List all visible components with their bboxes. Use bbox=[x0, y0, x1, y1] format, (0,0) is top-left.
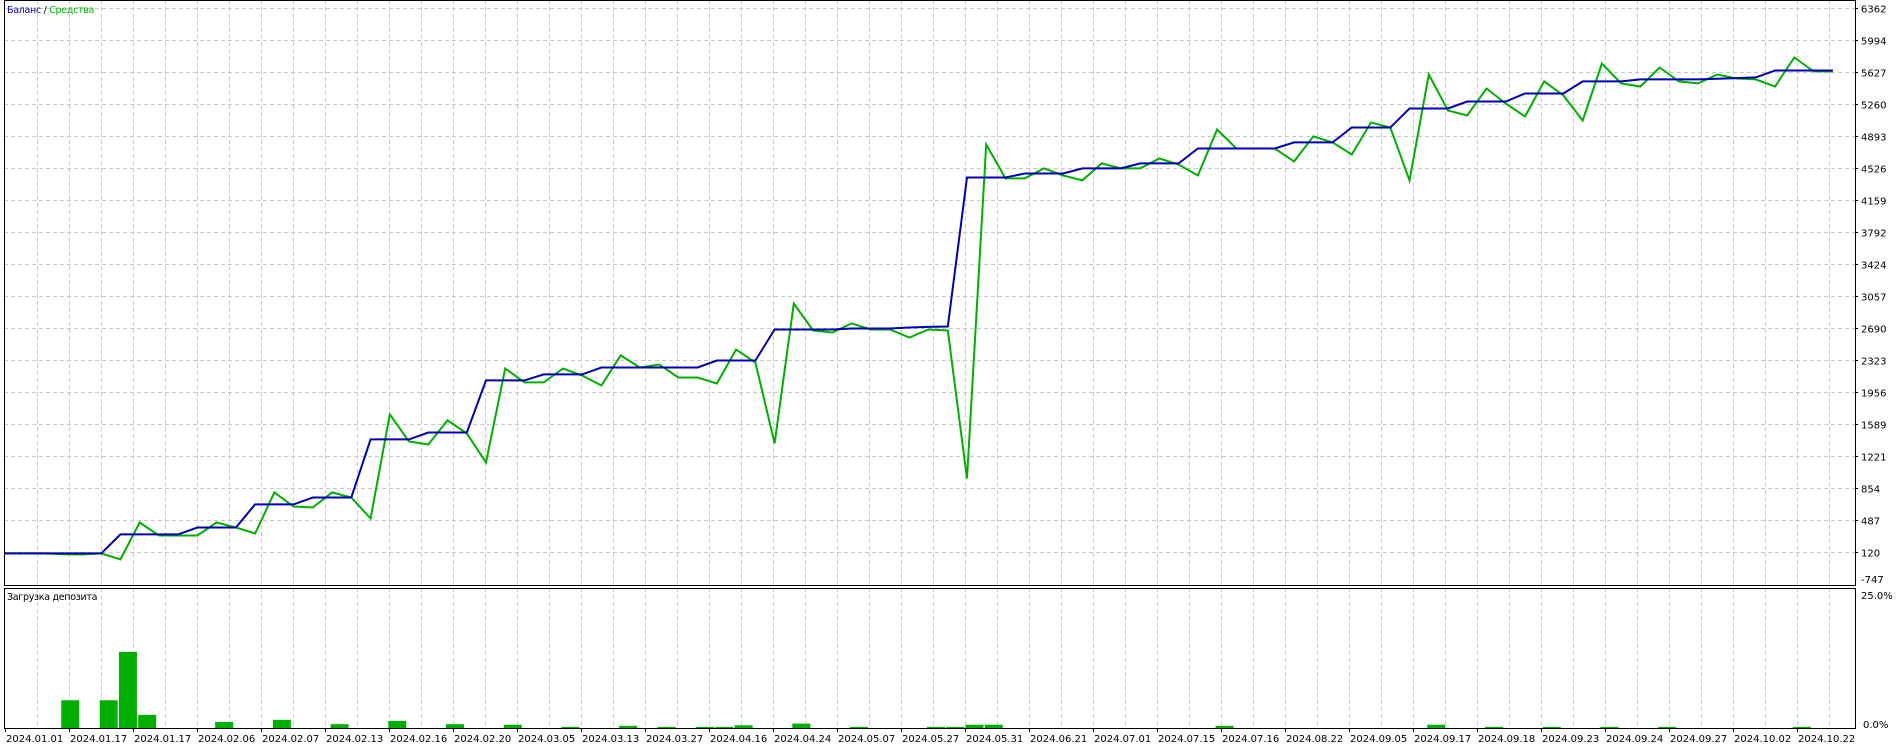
y-tick-label: 3792 bbox=[1861, 229, 1886, 240]
x-tick-label: 2024.02.07 bbox=[262, 734, 319, 745]
legend-equity: Средства bbox=[49, 5, 95, 16]
deposit-load-bar bbox=[1484, 726, 1503, 728]
deposit-load-bar bbox=[61, 700, 80, 728]
deposit-load-bar bbox=[984, 724, 1003, 728]
x-tick-label: 2024.09.24 bbox=[1606, 734, 1663, 745]
y-tick-label: 487 bbox=[1861, 517, 1880, 528]
deposit-load-bar bbox=[792, 723, 811, 728]
x-tick-label: 2024.09.27 bbox=[1670, 734, 1727, 745]
x-tick-label: 2024.02.16 bbox=[390, 734, 447, 745]
deposit-load-bar bbox=[619, 725, 638, 728]
x-tick-label: 2024.09.18 bbox=[1478, 734, 1535, 745]
y-tick-label: 1956 bbox=[1861, 389, 1886, 400]
deposit-load-panel-border bbox=[4, 588, 1856, 729]
y-tick-label: 2690 bbox=[1861, 325, 1886, 336]
deposit-load-bar bbox=[715, 726, 734, 728]
x-tick-label: 2024.01.01 bbox=[6, 734, 63, 745]
deposit-load-bar bbox=[1792, 726, 1811, 728]
deposit-load-bar bbox=[657, 726, 676, 728]
x-tick-label: 2024.02.20 bbox=[454, 734, 511, 745]
deposit-load-bar bbox=[446, 724, 465, 728]
deposit-load-bar bbox=[927, 726, 946, 728]
x-tick-label: 2024.07.01 bbox=[1094, 734, 1151, 745]
y-tick-label: 6362 bbox=[1861, 5, 1886, 16]
y-tick-label: 4526 bbox=[1861, 165, 1886, 176]
deposit-load-bar bbox=[850, 726, 869, 728]
deposit-load-bar bbox=[215, 722, 234, 728]
y-tick-label: 2323 bbox=[1861, 357, 1886, 368]
deposit-load-bar bbox=[1542, 726, 1561, 728]
x-tick-label: 2024.01.17 bbox=[70, 734, 127, 745]
x-tick-label: 2024.08.22 bbox=[1286, 734, 1343, 745]
x-tick-label: 2024.10.22 bbox=[1798, 734, 1855, 745]
x-tick-label: 2024.03.05 bbox=[518, 734, 575, 745]
deposit-load-bar bbox=[272, 719, 291, 728]
y-tick-label: 5994 bbox=[1861, 37, 1886, 48]
main-panel-border bbox=[4, 0, 1856, 586]
deposit-load-bar bbox=[503, 724, 522, 728]
deposit-load-bar bbox=[138, 714, 157, 728]
y-tick-label: 120 bbox=[1861, 549, 1880, 560]
deposit-load-bar bbox=[1658, 726, 1677, 728]
y-tick-label: 1221 bbox=[1861, 453, 1886, 464]
y-min-label: -747 bbox=[1861, 575, 1884, 586]
deposit-load-bar bbox=[1215, 725, 1234, 728]
load-tick-label: 25.0% bbox=[1861, 591, 1893, 602]
x-tick-label: 2024.09.17 bbox=[1414, 734, 1471, 745]
x-tick-label: 2024.09.05 bbox=[1350, 734, 1407, 745]
x-tick-label: 2024.04.24 bbox=[774, 734, 831, 745]
x-tick-label: 2024.05.27 bbox=[902, 734, 959, 745]
y-tick-label: 5260 bbox=[1861, 101, 1886, 112]
y-tick-label: 4893 bbox=[1861, 133, 1886, 144]
x-tick-label: 2024.01.17 bbox=[134, 734, 191, 745]
deposit-load-bar bbox=[561, 726, 580, 728]
deposit-load-bar bbox=[388, 720, 407, 728]
y-tick-label: 3424 bbox=[1861, 261, 1886, 272]
deposit-load-bar bbox=[330, 724, 349, 728]
x-tick-label: 2024.02.13 bbox=[326, 734, 383, 745]
deposit-load-bar bbox=[946, 726, 965, 728]
y-tick-label: 4159 bbox=[1861, 197, 1886, 208]
x-tick-label: 2024.05.31 bbox=[966, 734, 1023, 745]
deposit-load-bar bbox=[965, 724, 984, 728]
y-tick-label: 5627 bbox=[1861, 69, 1886, 80]
x-tick-label: 2024.03.13 bbox=[582, 734, 639, 745]
deposit-load-title: Загрузка депозита bbox=[7, 592, 98, 603]
deposit-load-bar bbox=[1600, 726, 1619, 728]
x-tick-label: 2024.10.02 bbox=[1734, 734, 1791, 745]
x-tick-label: 2024.02.06 bbox=[198, 734, 255, 745]
deposit-load-bar bbox=[734, 725, 753, 728]
chart-legend: Баланс / Средства bbox=[7, 5, 94, 16]
y-tick-label: 3057 bbox=[1861, 293, 1886, 304]
legend-separator: / bbox=[40, 5, 50, 16]
x-tick-label: 2024.04.16 bbox=[710, 734, 767, 745]
x-tick-label: 2024.03.27 bbox=[646, 734, 703, 745]
x-tick-label: 2024.06.21 bbox=[1030, 734, 1087, 745]
balance-line bbox=[5, 69, 1833, 555]
equity-line bbox=[5, 56, 1833, 561]
x-tick-label: 2024.07.16 bbox=[1222, 734, 1279, 745]
legend-balance: Баланс bbox=[7, 5, 41, 16]
deposit-load-bar bbox=[696, 726, 715, 728]
deposit-load-bar bbox=[99, 700, 118, 728]
x-tick-label: 2024.07.15 bbox=[1158, 734, 1215, 745]
deposit-load-bar bbox=[1427, 724, 1446, 728]
x-tick-label: 2024.09.23 bbox=[1542, 734, 1599, 745]
y-tick-label: 854 bbox=[1861, 485, 1880, 496]
y-tick-label: 1589 bbox=[1861, 421, 1886, 432]
load-tick-label: 0.0% bbox=[1863, 720, 1888, 731]
x-tick-label: 2024.05.07 bbox=[838, 734, 895, 745]
deposit-load-bar bbox=[118, 651, 137, 728]
